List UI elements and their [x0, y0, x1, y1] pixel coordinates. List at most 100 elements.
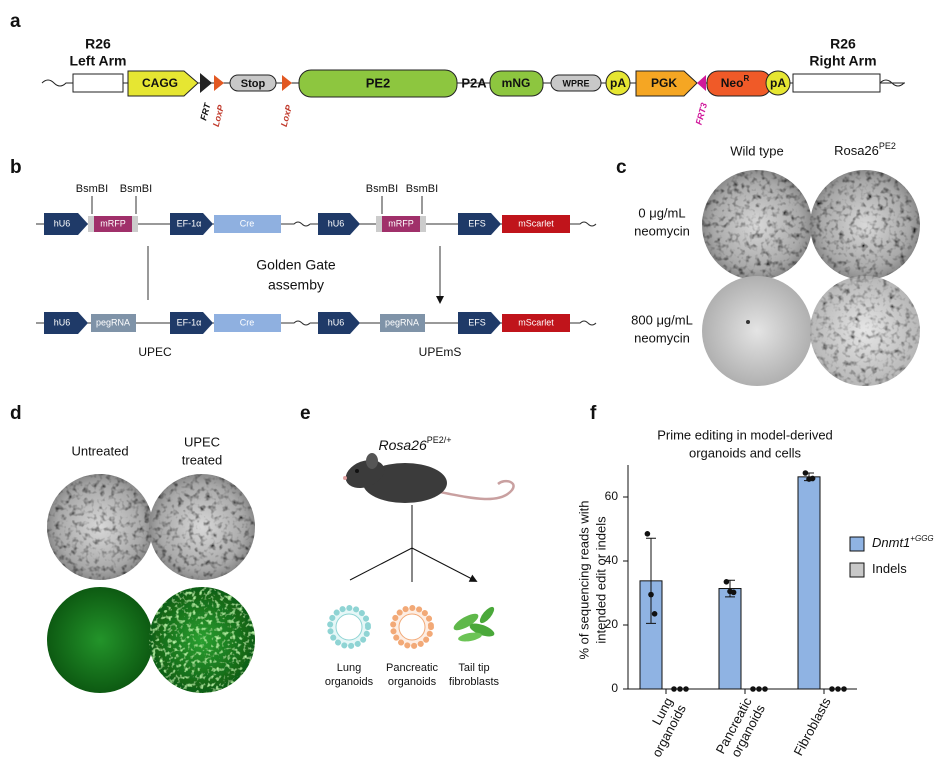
neo: Neo [721, 76, 744, 90]
construct [41, 69, 905, 98]
element-label: NeoR [721, 74, 750, 90]
column-label: Untreated [71, 443, 128, 458]
site-label: LoxP [211, 103, 227, 128]
shape [502, 215, 570, 233]
part-label: EF-1α [177, 218, 202, 228]
site-label: FRT [198, 101, 213, 122]
organoids [327, 605, 495, 649]
shape [349, 505, 474, 582]
shape [149, 474, 255, 580]
y-axis-label: % of sequencing reads with [576, 501, 591, 660]
shape [91, 196, 423, 214]
site-label: FRT3 [694, 102, 709, 126]
shape [810, 170, 920, 280]
arm-label: R26 [830, 36, 856, 52]
micrographs [702, 170, 920, 386]
row-label: 0 μg/mL [638, 205, 685, 220]
data-point [677, 686, 683, 692]
wpre [550, 74, 602, 92]
shape [214, 314, 281, 332]
shape [343, 476, 347, 480]
shape [91, 314, 136, 332]
y-tick-label: 60 [605, 489, 619, 503]
sample-label: Lung [337, 662, 361, 674]
row-label: neomycin [634, 330, 690, 345]
column-label: Rosa26PE2 [834, 141, 896, 158]
shape [439, 479, 515, 501]
sample-label: Tail tip [458, 662, 489, 674]
part-label: EFS [468, 218, 486, 228]
strain: Rosa26 [378, 437, 426, 453]
y-tick-label: 40 [605, 553, 619, 567]
micrographs [47, 474, 255, 693]
chart-title: organoids and cells [689, 445, 802, 460]
data-point [762, 686, 768, 692]
chart-title: Prime editing in model-derived [657, 427, 833, 442]
part-label: EF-1α [177, 317, 202, 327]
element-label: CAGG [142, 76, 178, 90]
data-point [802, 470, 809, 476]
legend-sup: +GGG [910, 534, 933, 543]
data-point [644, 531, 651, 537]
pgk [635, 70, 698, 97]
part-label: Cre [240, 317, 255, 327]
shape [502, 314, 570, 332]
vector-name: UPEmS [419, 345, 462, 359]
element-label: Stop [241, 78, 266, 90]
shape [44, 213, 88, 235]
column-label: UPEC [184, 434, 220, 449]
shape [458, 632, 482, 642]
sample-label: fibroblasts [449, 676, 500, 688]
cagg [127, 70, 199, 97]
shape [149, 587, 255, 693]
loxp [282, 75, 292, 91]
shape [170, 213, 213, 235]
chart: Prime editing in model-derived organoids … [576, 427, 933, 760]
y-tick-label: 0 [611, 681, 618, 695]
element-label: PGK [651, 76, 677, 90]
strain: Rosa26 [834, 143, 879, 158]
frt3 [697, 75, 706, 91]
data-point [683, 686, 689, 692]
legend-name: Dnmt1 [872, 535, 910, 550]
part-label: pegRNA [96, 317, 130, 327]
error-bar [646, 537, 656, 624]
branches [349, 505, 474, 582]
shape [458, 213, 501, 235]
sample-label: Pancreatic [386, 662, 438, 674]
bar [718, 588, 742, 690]
left-arm [72, 73, 124, 93]
legend-swatch [849, 536, 865, 552]
legend-swatch [849, 562, 865, 578]
shape [214, 215, 281, 233]
shape [170, 312, 213, 334]
y-axis-label: intended edit or indels [593, 516, 608, 644]
part-label: hU6 [54, 218, 71, 228]
shape [94, 216, 132, 232]
arm-label: Left Arm [69, 53, 126, 69]
shape [382, 216, 420, 232]
panel-label: c [616, 157, 627, 178]
assembly-label: assemby [268, 277, 324, 293]
site-label: BsmBI [366, 183, 398, 195]
data-point [835, 686, 841, 692]
part-label: mRFP [388, 218, 414, 228]
element-label: PE2 [366, 75, 391, 90]
shape [335, 613, 363, 641]
site-label: BsmBI [76, 183, 108, 195]
pa [605, 70, 631, 96]
shape [398, 613, 426, 641]
element-label: pA [770, 76, 786, 90]
element-label: WPRE [563, 78, 590, 88]
right-arm [792, 73, 881, 93]
site-label: LoxP [279, 103, 295, 128]
shape [702, 276, 812, 386]
shape [746, 320, 750, 324]
data-point [648, 591, 654, 598]
row-label: neomycin [634, 223, 690, 238]
bar [797, 476, 821, 690]
strain-sup: PE2 [879, 141, 896, 151]
legend-label: Indels [872, 561, 907, 576]
strain-label: Rosa26PE2/+ [378, 435, 451, 452]
